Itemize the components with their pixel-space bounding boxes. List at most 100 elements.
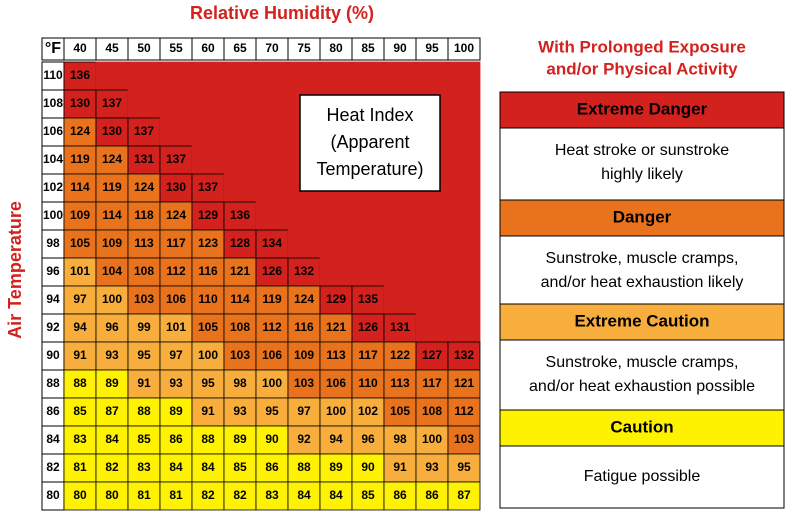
cell-bg: [95, 145, 129, 175]
cell-value: 113: [390, 376, 410, 390]
cell-value: 136: [230, 208, 250, 222]
cell-value: 81: [169, 488, 183, 502]
cell-bg: [447, 369, 481, 399]
cell-value: 88: [137, 404, 151, 418]
cell-value: 93: [233, 404, 247, 418]
cell-bg: [319, 61, 353, 91]
cell-bg: [223, 89, 257, 119]
cell-bg: [383, 369, 417, 399]
cell-bg: [191, 117, 225, 147]
cell-bg: [415, 453, 449, 483]
annotation-box: [299, 94, 441, 192]
cell-value: 103: [294, 376, 314, 390]
cell-value: 127: [422, 348, 442, 362]
cell-bg: [191, 61, 225, 91]
cell-bg: [447, 285, 481, 315]
cell-bg: [255, 229, 289, 259]
cell-value: 106: [326, 376, 346, 390]
cell-value: 105: [70, 236, 90, 250]
row-label: 106: [43, 124, 63, 138]
cell-bg: [383, 229, 417, 259]
cell-value: 124: [102, 152, 122, 166]
cell-bg: [95, 229, 129, 259]
cell-bg: [319, 341, 353, 371]
cell-bg: [351, 369, 385, 399]
cell-value: 100: [422, 432, 442, 446]
cell-bg: [447, 481, 481, 511]
legend-text: Sunstroke, muscle cramps,: [546, 250, 739, 267]
cell-bg: [447, 257, 481, 287]
cell-value: 103: [230, 348, 250, 362]
cell-value: 128: [230, 236, 250, 250]
column-label: 90: [393, 41, 407, 55]
cell-bg: [287, 257, 321, 287]
column-label: 95: [425, 41, 439, 55]
cell-value: 114: [230, 292, 250, 306]
cell-bg: [63, 481, 97, 511]
cell-bg: [447, 425, 481, 455]
cell-bg: [127, 229, 161, 259]
cell-value: 98: [233, 376, 247, 390]
cell-bg: [319, 229, 353, 259]
cell-value: 124: [166, 208, 186, 222]
cell-bg: [95, 341, 129, 371]
cell-bg: [447, 453, 481, 483]
row-label: 98: [46, 236, 60, 250]
cell-bg: [415, 285, 449, 315]
legend-swatch: [499, 409, 785, 447]
cell-bg: [223, 481, 257, 511]
cell-bg: [127, 257, 161, 287]
cell-bg: [383, 341, 417, 371]
cell-value: 113: [134, 236, 154, 250]
cell-bg: [191, 229, 225, 259]
cell-value: 105: [390, 404, 410, 418]
row-label: 90: [46, 348, 60, 362]
legend-swatch: [499, 91, 785, 129]
row-label: 84: [46, 432, 60, 446]
cell-bg: [191, 257, 225, 287]
cell-bg: [63, 453, 97, 483]
cell-bg: [159, 229, 193, 259]
cell-bg: [63, 425, 97, 455]
cell-value: 105: [198, 320, 218, 334]
cell-bg: [351, 61, 385, 91]
cell-value: 130: [70, 96, 90, 110]
cell-value: 81: [137, 488, 151, 502]
cell-value: 116: [294, 320, 314, 334]
cell-bg: [351, 257, 385, 287]
cell-value: 103: [134, 292, 154, 306]
cell-bg: [287, 369, 321, 399]
legend-level: Extreme Caution: [574, 311, 709, 330]
cell-bg: [447, 145, 481, 175]
column-label: 85: [361, 41, 375, 55]
header-cell: [447, 37, 481, 61]
cell-value: 89: [105, 376, 119, 390]
cell-bg: [351, 481, 385, 511]
cell-value: 87: [457, 488, 471, 502]
cell-value: 91: [393, 460, 407, 474]
cell-bg: [127, 341, 161, 371]
cell-bg: [159, 425, 193, 455]
cell-value: 123: [198, 236, 218, 250]
row-label: 108: [43, 96, 63, 110]
cell-bg: [95, 481, 129, 511]
cell-value: 98: [393, 432, 407, 446]
cell-value: 130: [102, 124, 122, 138]
legend-text: Fatigue possible: [584, 468, 701, 485]
cell-bg: [223, 173, 257, 203]
cell-value: 137: [102, 96, 122, 110]
cell-bg: [287, 229, 321, 259]
cell-bg: [63, 201, 97, 231]
cell-bg: [63, 117, 97, 147]
cell-value: 91: [73, 348, 87, 362]
title: Relative Humidity (%): [190, 3, 374, 23]
cell-bg: [383, 481, 417, 511]
cell-bg: [383, 201, 417, 231]
cell-bg: [319, 425, 353, 455]
cell-bg: [415, 229, 449, 259]
cell-value: 97: [73, 292, 87, 306]
cell-value: 86: [169, 432, 183, 446]
cell-bg: [127, 61, 161, 91]
column-label: 55: [169, 41, 183, 55]
